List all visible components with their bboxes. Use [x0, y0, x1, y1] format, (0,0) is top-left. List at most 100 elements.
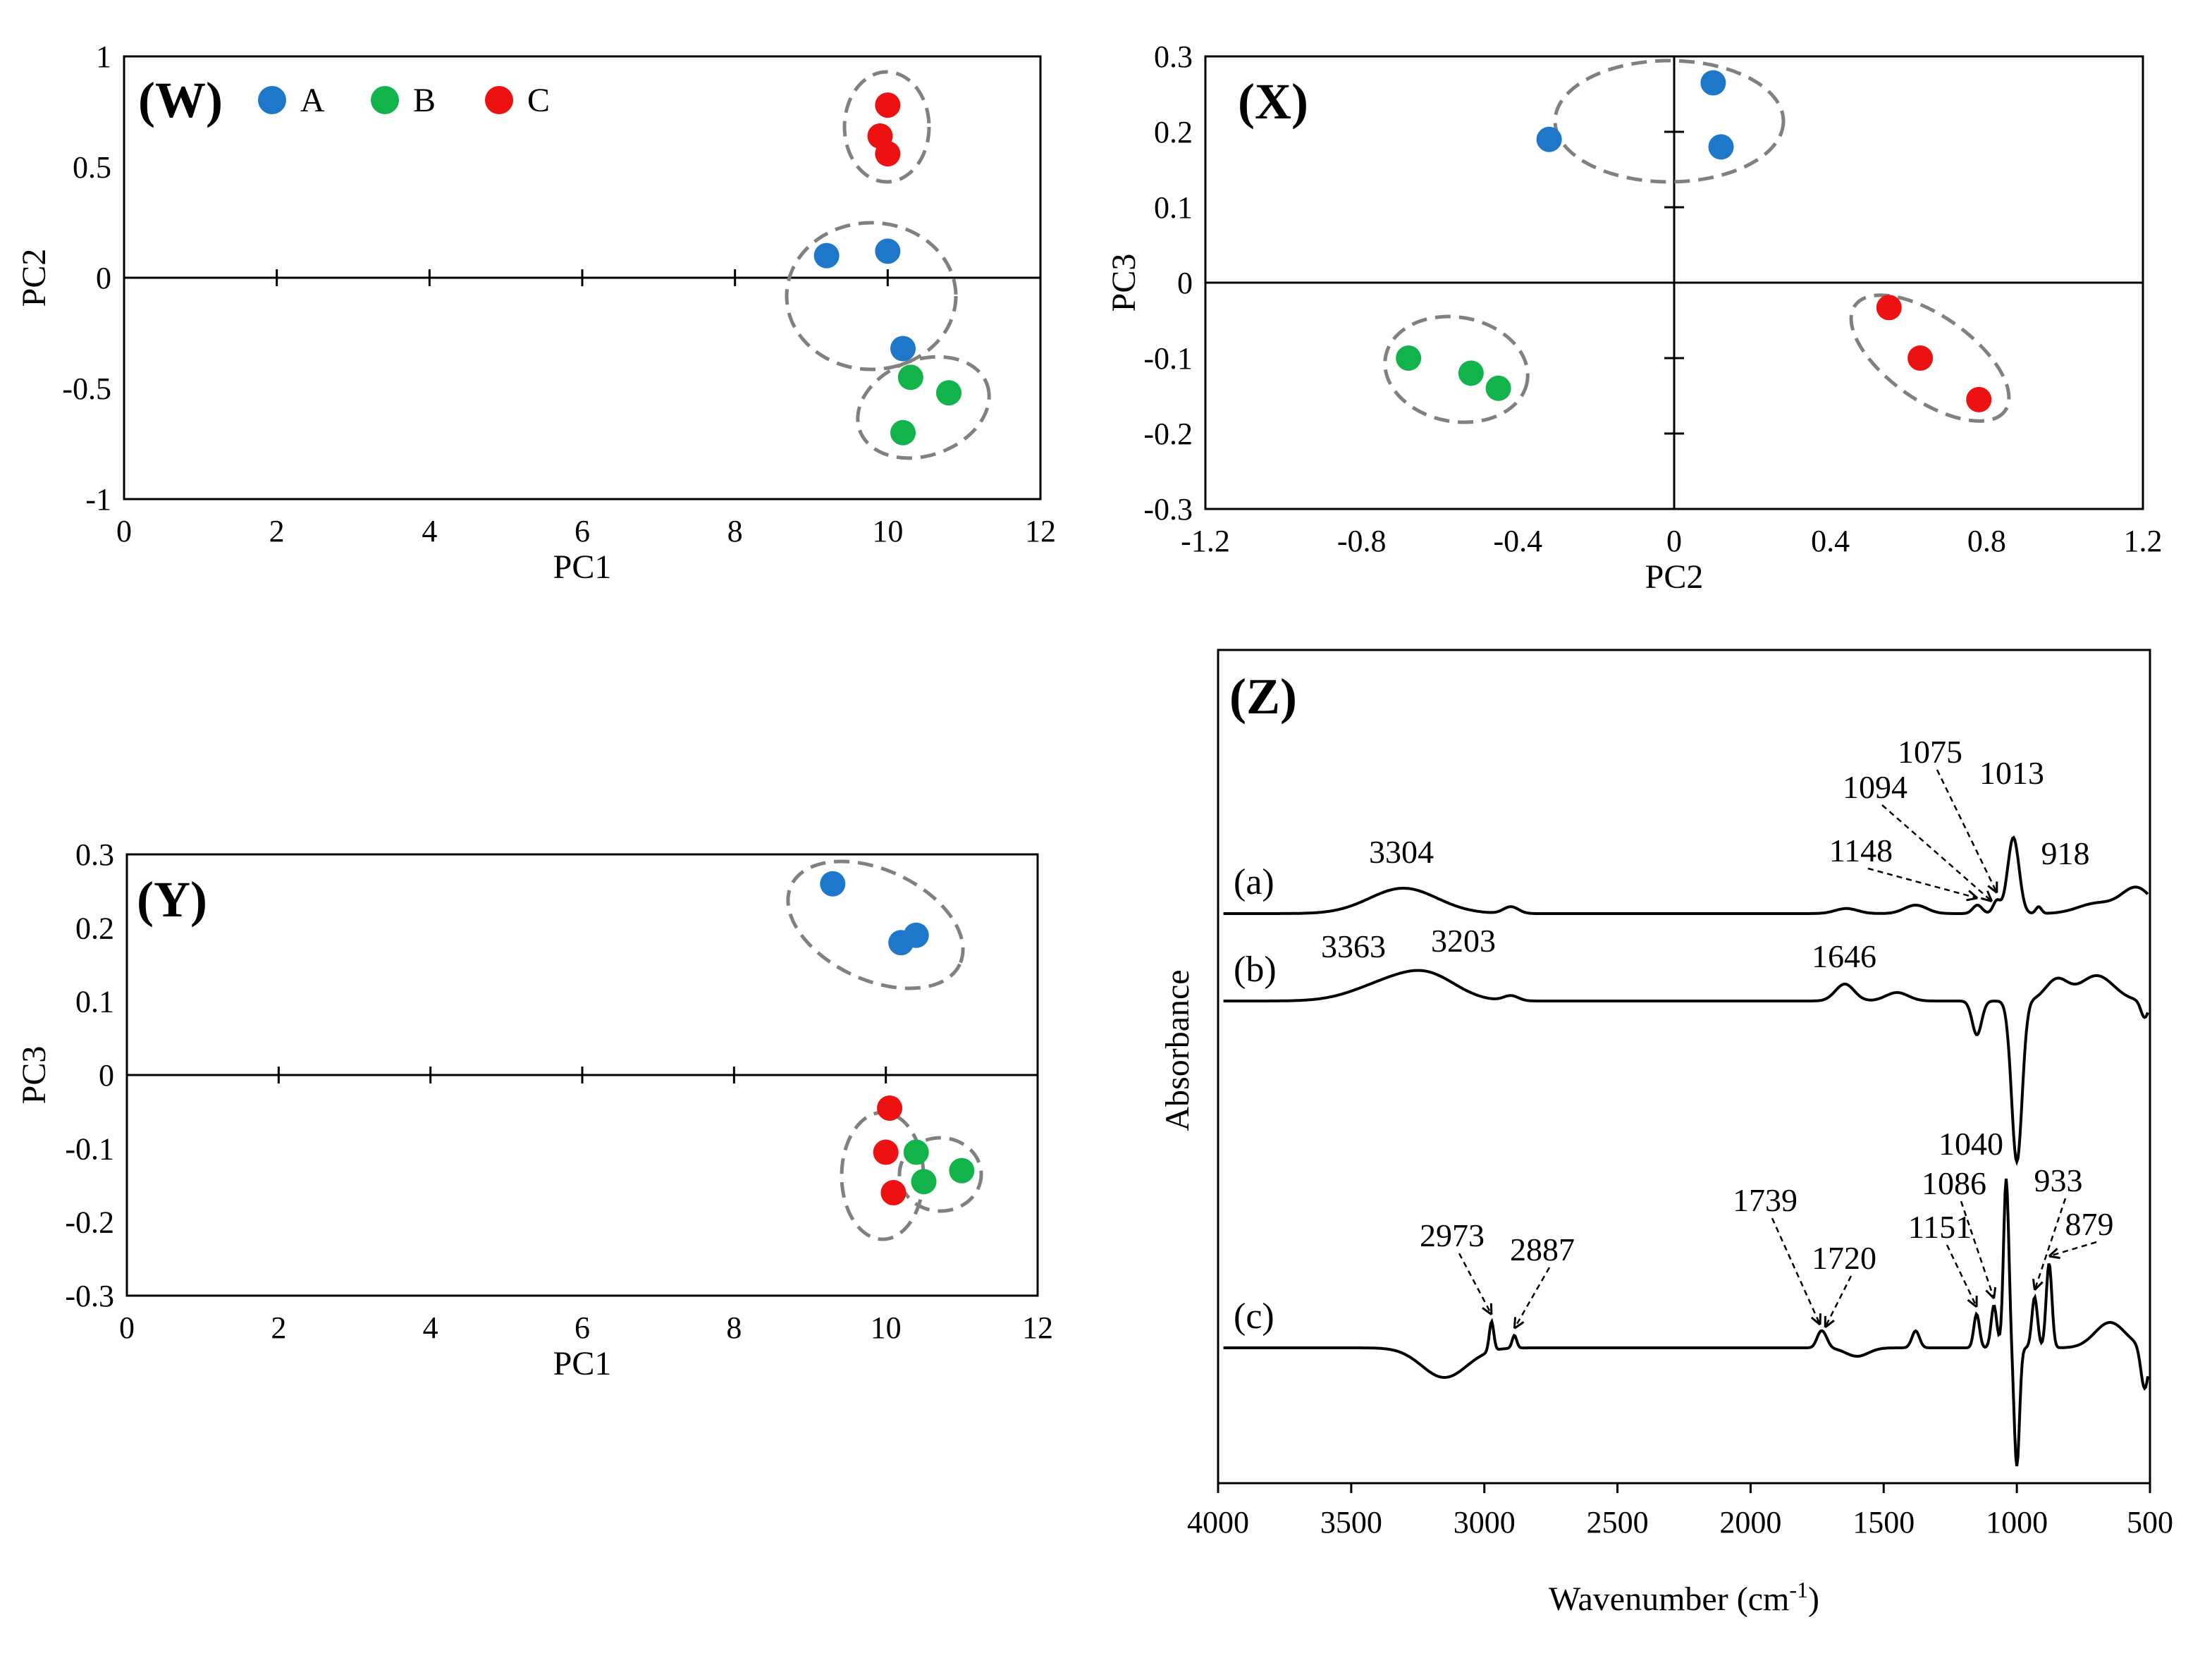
x-tick-label: 6 [574, 514, 590, 548]
panel-y-pca-scatter: 0 2 4 6 8 10 12 0.3 0.2 0.1 0 -0.1 -0.2 -0.3 PC1 PC3 (Y) [16, 837, 1053, 1382]
y-tick-label: 0 [99, 1058, 114, 1093]
x-tick-label: 0.4 [1811, 524, 1850, 558]
x-tick-label: 1500 [1852, 1505, 1915, 1540]
x-tick-label: 1.2 [2124, 524, 2163, 558]
y-tick-label: 0.2 [75, 911, 114, 945]
cluster-ellipse [856, 355, 991, 460]
peak-arrowhead [1987, 881, 1998, 894]
y-axis-label: PC2 [16, 249, 53, 307]
x-tick-label: 500 [2127, 1505, 2173, 1540]
panel-label: (X) [1238, 73, 1308, 130]
cluster-ellipse [1383, 314, 1530, 424]
y-tick-label: 0.1 [1154, 190, 1193, 225]
point-c [875, 92, 901, 118]
x-tick-label: 8 [727, 514, 743, 548]
y-tick-label: 0 [96, 261, 111, 295]
peak-arrow [1824, 1275, 1852, 1328]
peak-arrow [2048, 1241, 2097, 1258]
legend-marker-b [371, 86, 399, 114]
spectrum-line-a [1223, 835, 2149, 915]
peak-annotation: 1040 [1938, 1126, 2003, 1162]
x-axis-label: PC2 [1645, 558, 1704, 596]
point-b [897, 364, 923, 391]
x-axis-label: PC1 [553, 1345, 612, 1382]
peak-arrow [1881, 804, 1993, 902]
peak-annotation: 2973 [1420, 1217, 1485, 1253]
point-b [1458, 360, 1484, 386]
peak-arrowhead [1966, 890, 1979, 902]
spectrum-label-c: (c) [1234, 1296, 1274, 1337]
x-tick-label: 3000 [1454, 1505, 1516, 1540]
peak-arrowhead [1513, 1317, 1525, 1330]
peak-annotation: 1148 [1829, 833, 1893, 868]
point-b [890, 419, 916, 446]
x-tick-label: 2 [269, 514, 285, 548]
point-b [1396, 345, 1422, 371]
point-a [1536, 126, 1562, 152]
cluster-ellipse [842, 70, 931, 184]
peak-annotation: 1094 [1843, 769, 1907, 805]
peak-annotation: 2887 [1510, 1232, 1575, 1267]
x-axis-label: PC1 [553, 548, 612, 586]
x-tick-label: 2 [271, 1310, 286, 1345]
y-tick-label: -0.2 [65, 1205, 114, 1240]
point-a [813, 242, 840, 269]
peak-annotation: 1720 [1812, 1240, 1876, 1276]
spectrum-line-b [1223, 969, 2149, 1167]
peak-arrowhead [2032, 1278, 2044, 1291]
peak-arrowhead [1980, 890, 1993, 902]
y-tick-label: -0.3 [65, 1279, 114, 1313]
x-tick-label: 0 [116, 514, 132, 548]
cluster-ellipse [840, 1110, 926, 1241]
cluster-ellipse [786, 859, 965, 990]
peak-arrowhead [1967, 1295, 1978, 1308]
point-b [911, 1169, 937, 1195]
peak-annotation: 1151 [1908, 1209, 1972, 1245]
point-c [877, 1095, 903, 1121]
y-tick-label: 0.2 [1154, 115, 1193, 149]
x-tick-label: 4 [423, 1310, 438, 1345]
peak-annotation: 1646 [1812, 938, 1876, 974]
spectrum-label-b: (b) [1234, 950, 1277, 990]
cluster-ellipse [785, 221, 958, 371]
cluster-ellipse [1553, 59, 1786, 184]
point-a [1700, 70, 1726, 96]
cluster-ellipse [897, 1136, 983, 1213]
x-tick-label: 2000 [1719, 1505, 1781, 1540]
cluster-ellipse [1849, 293, 2011, 423]
point-c [873, 1139, 899, 1165]
y-tick-label: 0 [1177, 266, 1193, 300]
y-tick-label: -0.1 [1143, 341, 1193, 376]
peak-annotation: 1739 [1733, 1182, 1798, 1218]
legend-label-c: C [527, 82, 550, 119]
x-tick-label: 1000 [1986, 1505, 2048, 1540]
point-a [820, 871, 846, 897]
peak-arrowhead [1824, 1315, 1835, 1329]
legend-marker-c [485, 86, 513, 114]
point-b [936, 380, 961, 406]
point-c [875, 141, 901, 167]
x-tick-label: 12 [1022, 1310, 1053, 1345]
peak-arrowhead [2048, 1248, 2060, 1260]
peak-annotation: 3363 [1321, 928, 1386, 964]
point-c [880, 1179, 907, 1205]
y-tick-label: 0.5 [73, 150, 111, 185]
y-tick-label: -0.1 [65, 1131, 114, 1166]
y-tick-label: -0.2 [1143, 417, 1193, 451]
y-tick-label: -1 [85, 482, 111, 517]
legend-label-a: A [300, 82, 325, 119]
panel-z-ftir-spectra: 4000 3500 3000 2500 2000 1500 1000 500 Wavenumbe… [1159, 649, 2173, 1618]
y-tick-label: 1 [96, 39, 111, 74]
x-tick-label: 0 [119, 1310, 135, 1345]
point-c [1966, 386, 1992, 412]
peak-annotation: 1075 [1898, 734, 1962, 770]
panel-label: (Z) [1229, 668, 1297, 725]
point-a [875, 238, 901, 264]
panel-w-pca-scatter: 0 2 4 6 8 10 12 1 0.5 0 -0.5 -1 PC1 PC2 (W) A B C [16, 39, 1056, 586]
peak-arrow [1458, 1253, 1493, 1315]
y-axis-label: PC3 [1105, 254, 1143, 312]
peak-annotation: 933 [2034, 1162, 2083, 1198]
peak-arrow [1936, 769, 1998, 894]
x-tick-label: 8 [726, 1310, 742, 1345]
